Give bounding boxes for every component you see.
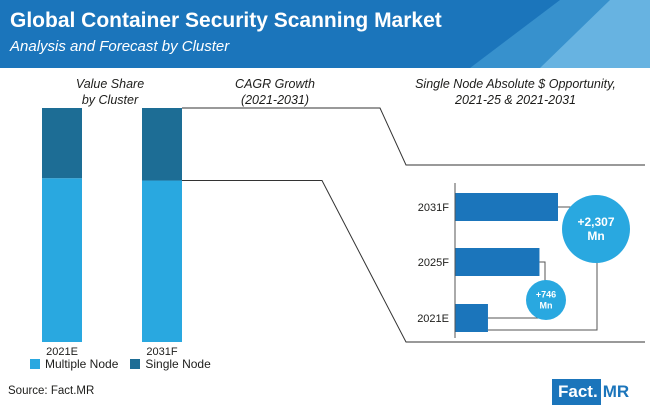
- source-note: Source: Fact.MR: [8, 385, 95, 397]
- page-subtitle: Analysis and Forecast by Cluster: [10, 38, 230, 55]
- annotation-2025-text-1: Mn: [540, 301, 553, 311]
- stacked-bar-2021E-single-node: [42, 108, 82, 179]
- logo-mr: MR: [602, 382, 630, 401]
- value-share-heading: Value Share by Cluster: [55, 76, 165, 108]
- annotation-2025-text-0: +746: [536, 290, 556, 300]
- legend-label-single-node: Single Node: [145, 357, 211, 371]
- opportunity-heading: Single Node Absolute $ Opportunity, 2021…: [388, 76, 643, 108]
- cagr-heading-line1: CAGR Growth: [235, 77, 315, 91]
- connector-line-top: [182, 107, 645, 166]
- annotation-2031-circle: [562, 195, 630, 263]
- stacked-bar-2031F-multiple-node: [142, 180, 182, 342]
- annotation-2031-text-1: Mn: [587, 229, 604, 243]
- stacked-bar-2031F-single-node: [142, 108, 182, 181]
- value-share-heading-line2: by Cluster: [81, 93, 139, 107]
- factmr-logo: Fact. MR: [552, 379, 646, 405]
- opportunity-bar-2021E: [455, 304, 488, 332]
- annotation-2031-text-0: +2,307: [577, 215, 614, 229]
- value-share-heading-line1: Value Share: [75, 77, 145, 91]
- opportunity-bar-2025F: [455, 248, 540, 276]
- annotation-2025-circle: [526, 280, 566, 320]
- connector-line-bottom: [182, 180, 645, 343]
- stacked-bar-2021E-multiple-node: [42, 178, 82, 342]
- header-background: [0, 0, 650, 68]
- legend-swatch-single-node: [130, 359, 141, 369]
- cagr-heading: CAGR Growth (2021-2031): [205, 76, 345, 108]
- legend: Multiple Node Single Node: [30, 357, 223, 371]
- legend-label-multiple-node: Multiple Node: [45, 357, 119, 371]
- logo-fact: Fact.: [552, 379, 601, 405]
- y-tick-label-2025F: 2025F: [418, 257, 449, 269]
- opportunity-bar-2031F: [455, 193, 558, 221]
- opportunity-heading-line1: Single Node Absolute $ Opportunity,: [415, 77, 616, 91]
- cagr-heading-line2: (2021-2031): [240, 93, 310, 107]
- y-tick-label-2031F: 2031F: [418, 202, 449, 214]
- legend-item-single-node: Single Node: [130, 357, 211, 371]
- opportunity-heading-line2: 2021-25 & 2021-2031: [455, 93, 576, 107]
- x-tick-label-2031F: 2031F: [146, 346, 177, 358]
- legend-item-multiple-node: Multiple Node: [30, 357, 118, 371]
- y-tick-label-2021E: 2021E: [417, 313, 449, 325]
- legend-swatch-multiple-node: [30, 359, 40, 369]
- x-tick-label-2021E: 2021E: [46, 346, 78, 358]
- header-banner: Global Container Security Scanning Marke…: [0, 0, 650, 68]
- page-title: Global Container Security Scanning Marke…: [10, 9, 442, 32]
